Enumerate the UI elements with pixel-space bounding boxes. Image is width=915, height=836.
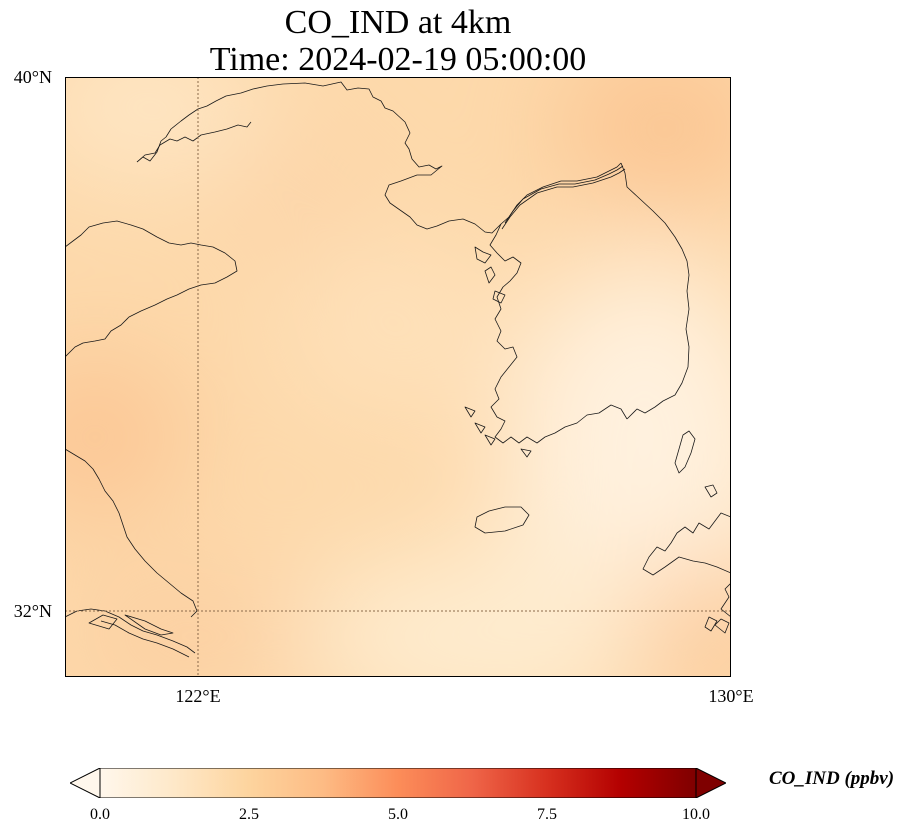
plot-title-line-2: Time: 2024-02-19 05:00:00 [209, 41, 587, 78]
colorbar-under-arrow [70, 768, 101, 798]
coastlines [65, 81, 731, 658]
colorbar-tick-0: 0.0 [90, 806, 110, 823]
xtick-130E: 130°E [708, 686, 754, 706]
colorbar-tick-4: 10.0 [682, 806, 710, 823]
plot-title-line-1: CO_IND at 4km [284, 4, 512, 41]
colorbar-label: CO_IND (ppbv) [769, 768, 895, 789]
ytick-40N: 40°N [13, 67, 52, 87]
gridlines [65, 77, 731, 677]
map-panel [65, 77, 731, 677]
colorbar [70, 768, 726, 798]
colorbar-tick-3: 7.5 [537, 806, 557, 823]
colorbar-over-arrow [695, 768, 726, 798]
colorbar-tick-2: 5.0 [388, 806, 408, 823]
colorbar-gradient [99, 768, 697, 798]
ytick-32N: 32°N [13, 601, 52, 621]
colorbar-tick-1: 2.5 [239, 806, 259, 823]
xtick-122E: 122°E [175, 686, 221, 706]
concentration-field [65, 77, 731, 677]
